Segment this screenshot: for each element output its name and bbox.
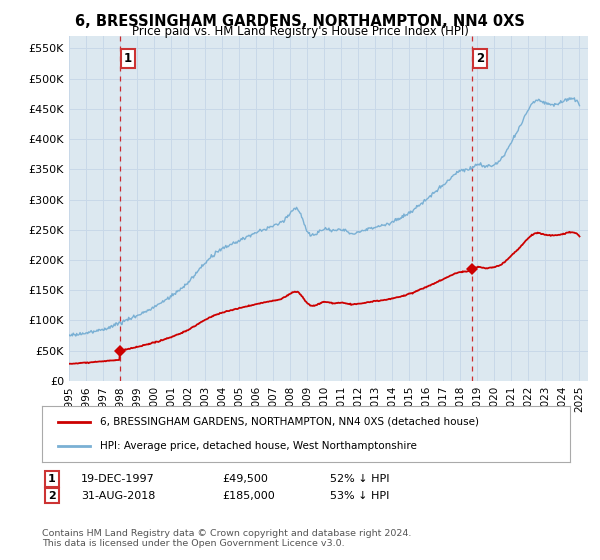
Text: HPI: Average price, detached house, West Northamptonshire: HPI: Average price, detached house, West… [100,441,417,451]
Text: 2: 2 [476,52,484,64]
Text: £49,500: £49,500 [222,474,268,484]
Text: 1: 1 [124,52,132,64]
Text: £185,000: £185,000 [222,491,275,501]
Text: This data is licensed under the Open Government Licence v3.0.: This data is licensed under the Open Gov… [42,539,344,548]
Text: 31-AUG-2018: 31-AUG-2018 [81,491,155,501]
Text: 2: 2 [48,491,56,501]
Text: 19-DEC-1997: 19-DEC-1997 [81,474,155,484]
Text: Contains HM Land Registry data © Crown copyright and database right 2024.: Contains HM Land Registry data © Crown c… [42,529,412,538]
Text: 6, BRESSINGHAM GARDENS, NORTHAMPTON, NN4 0XS (detached house): 6, BRESSINGHAM GARDENS, NORTHAMPTON, NN4… [100,417,479,427]
Text: 52% ↓ HPI: 52% ↓ HPI [330,474,389,484]
Text: 1: 1 [48,474,56,484]
Text: 6, BRESSINGHAM GARDENS, NORTHAMPTON, NN4 0XS: 6, BRESSINGHAM GARDENS, NORTHAMPTON, NN4… [75,14,525,29]
Text: 53% ↓ HPI: 53% ↓ HPI [330,491,389,501]
Text: Price paid vs. HM Land Registry's House Price Index (HPI): Price paid vs. HM Land Registry's House … [131,25,469,38]
